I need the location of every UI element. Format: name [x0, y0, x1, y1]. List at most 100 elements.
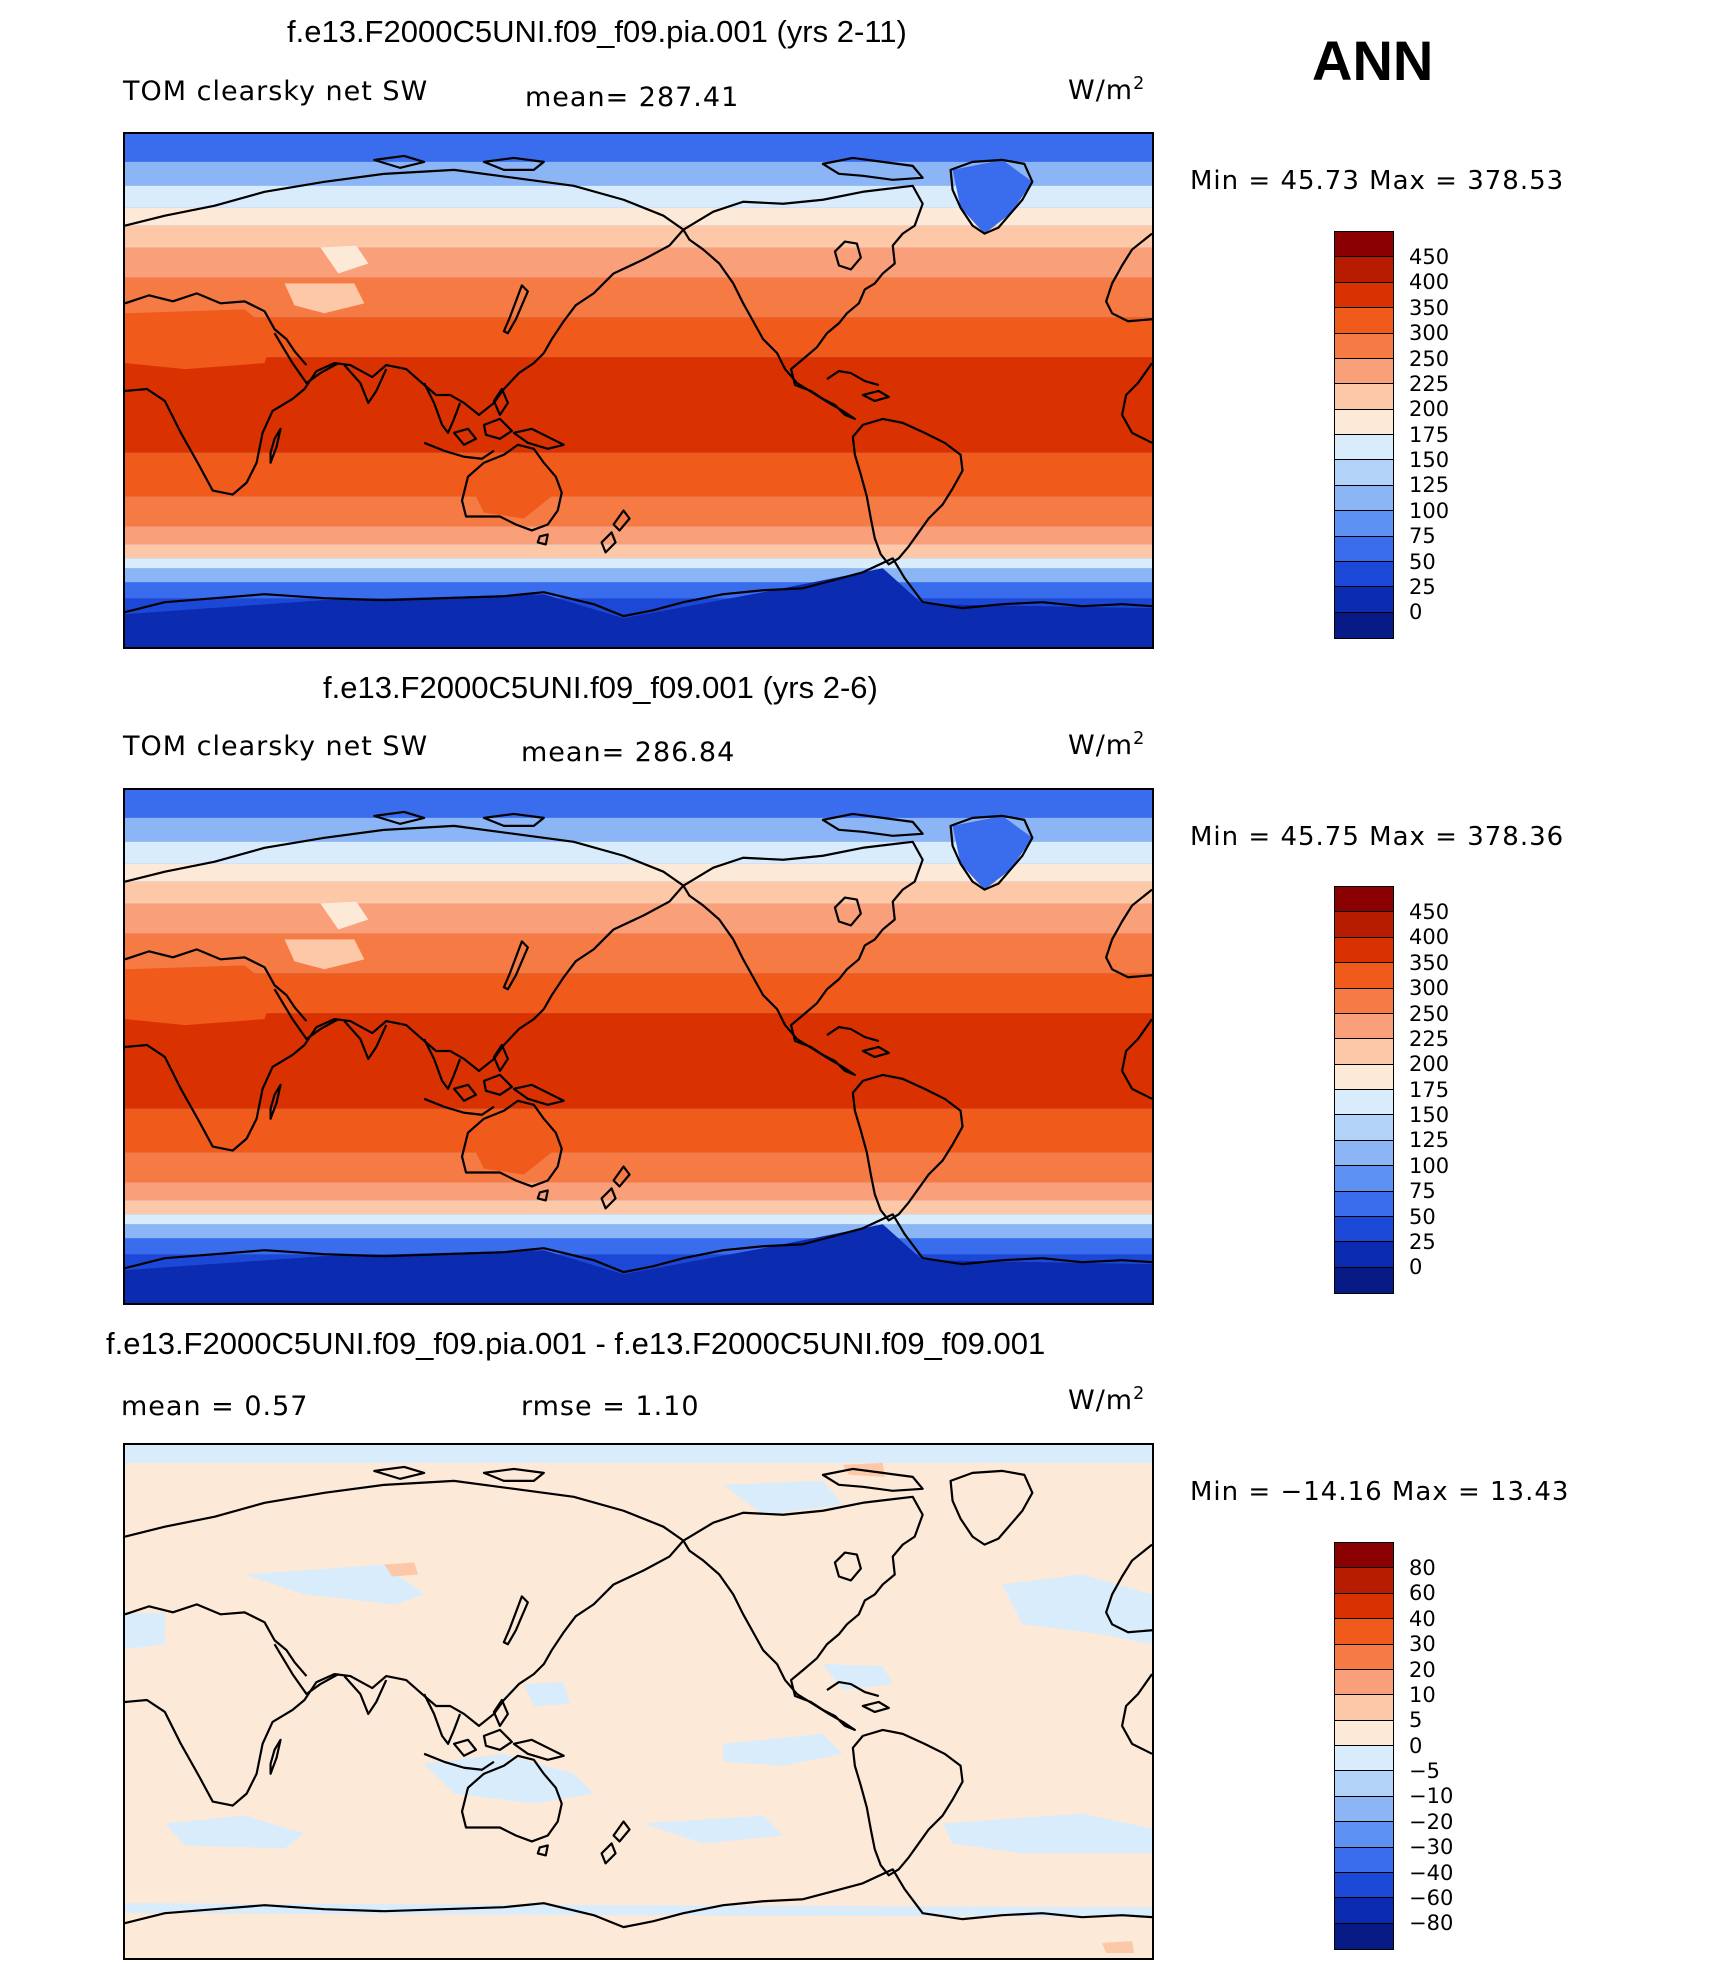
colorbar-tick-label: 50 [1409, 1204, 1436, 1229]
colorbar-swatch [1335, 1166, 1393, 1192]
colorbar-swatch [1335, 308, 1393, 334]
colorbar-swatch [1335, 1644, 1393, 1670]
panel-1-units: W/m2 [1068, 74, 1146, 106]
colorbar-tick-label: −20 [1409, 1809, 1454, 1834]
colorbar-swatch [1335, 435, 1393, 461]
colorbar-tick-label: 350 [1409, 295, 1450, 320]
colorbar-tick-label: 20 [1409, 1657, 1436, 1682]
colorbar-swatch [1335, 1872, 1393, 1899]
colorbar-tick-label: 80 [1409, 1556, 1436, 1580]
colorbar-swatch [1335, 485, 1393, 512]
colorbar-swatch [1335, 1039, 1393, 1065]
colorbar-swatch [1335, 1822, 1393, 1848]
colorbar-tick-label: 125 [1409, 1128, 1450, 1153]
colorbar-swatch [1335, 1923, 1393, 1949]
colorbar-tick-label: 125 [1409, 473, 1450, 498]
panel-1-title: f.e13.F2000C5UNI.f09_f09.pia.001 (yrs 2-… [287, 14, 907, 49]
panel-2-mean-label: mean= 286.84 [521, 737, 736, 768]
colorbar-swatch [1335, 587, 1393, 613]
colorbar-tick-label: 200 [1409, 1052, 1450, 1077]
colorbar-swatch [1335, 1090, 1393, 1116]
colorbar-swatch [1335, 1191, 1393, 1217]
colorbar-tick-label: −5 [1409, 1759, 1440, 1783]
colorbar-tick-label: 400 [1409, 270, 1450, 295]
colorbar-swatch [1335, 384, 1393, 410]
colorbar-tick-label: 100 [1409, 1153, 1450, 1178]
colorbar-tick-label: 150 [1409, 1103, 1450, 1127]
colorbar-tick-label: −10 [1409, 1784, 1454, 1809]
colorbar-swatch [1335, 1720, 1393, 1746]
colorbar-tick-label: 25 [1409, 1229, 1436, 1254]
colorbar-swatch [1335, 333, 1393, 359]
colorbar-swatch [1335, 460, 1393, 486]
colorbar-swatch [1335, 257, 1393, 283]
panel-1-variable-label: TOM clearsky net SW [123, 76, 429, 107]
season-label: ANN [1312, 29, 1434, 92]
colorbar-tick-label: 400 [1409, 925, 1450, 950]
colorbar-swatch [1335, 1242, 1393, 1268]
colorbar-swatch [1335, 536, 1393, 562]
colorbar-swatch [1335, 409, 1393, 435]
panel-2-title: f.e13.F2000C5UNI.f09_f09.001 (yrs 2-6) [323, 670, 878, 705]
panel-3-min-max: Min = −14.16 Max = 13.43 [1190, 1477, 1570, 1507]
colorbar-tick-label: 10 [1409, 1682, 1436, 1707]
colorbar-tick-label: −30 [1409, 1835, 1454, 1860]
colorbar-swatch [1335, 358, 1393, 385]
colorbar-swatch [1335, 1593, 1393, 1620]
panel-2-units: W/m2 [1068, 729, 1146, 761]
colorbar-tick-label: −80 [1409, 1911, 1454, 1936]
colorbar-tick-label: 60 [1409, 1581, 1436, 1606]
panel-1-mean-label: mean= 287.41 [525, 82, 740, 113]
colorbar-swatch [1335, 1216, 1393, 1243]
colorbar-tick-label: 75 [1409, 1179, 1436, 1204]
colorbar-tick-label: 0 [1409, 1255, 1423, 1280]
colorbar-swatch [1335, 1013, 1393, 1040]
colorbar-swatch [1335, 1669, 1393, 1696]
colorbar-tick-label: 75 [1409, 524, 1436, 549]
colorbar-swatch [1335, 1543, 1393, 1569]
panel-3-units: W/m2 [1068, 1384, 1146, 1416]
colorbar-swatch [1335, 1568, 1393, 1594]
colorbar-tick-label: 250 [1409, 1001, 1450, 1026]
colorbar-swatch [1335, 612, 1393, 638]
colorbar-tick-label: 0 [1409, 600, 1423, 625]
colorbar-tick-label: 250 [1409, 346, 1450, 371]
colorbar-tick-label: 300 [1409, 321, 1450, 346]
colorbar-swatch [1335, 1267, 1393, 1293]
panel-3-mean-label: mean = 0.57 [121, 1391, 309, 1422]
panel-3-rmse-label: rmse = 1.10 [521, 1391, 700, 1422]
colorbar-tick-label: 5 [1409, 1708, 1423, 1733]
panel-3-title: f.e13.F2000C5UNI.f09_f09.pia.001 - f.e13… [106, 1326, 1046, 1361]
panel-3-colorbar [1334, 1542, 1394, 1950]
colorbar-tick-label: 450 [1409, 900, 1450, 924]
colorbar-swatch [1335, 1140, 1393, 1167]
colorbar-tick-label: −60 [1409, 1885, 1454, 1910]
panel-2-map [123, 788, 1154, 1305]
colorbar-swatch [1335, 937, 1393, 964]
colorbar-swatch [1335, 1619, 1393, 1645]
colorbar-tick-label: 175 [1409, 1077, 1450, 1102]
colorbar-swatch [1335, 1898, 1393, 1924]
colorbar-swatch [1335, 511, 1393, 537]
colorbar-swatch [1335, 1115, 1393, 1141]
colorbar-tick-label: 100 [1409, 498, 1450, 523]
colorbar-swatch [1335, 988, 1393, 1014]
colorbar-tick-label: 150 [1409, 448, 1450, 472]
colorbar-swatch [1335, 887, 1393, 913]
colorbar-swatch [1335, 282, 1393, 309]
colorbar-tick-label: 225 [1409, 371, 1450, 396]
colorbar-tick-label: 50 [1409, 549, 1436, 574]
colorbar-tick-label: 25 [1409, 574, 1436, 599]
colorbar-swatch [1335, 912, 1393, 938]
colorbar-swatch [1335, 561, 1393, 588]
colorbar-tick-label: 175 [1409, 422, 1450, 447]
colorbar-tick-label: 450 [1409, 245, 1450, 269]
colorbar-tick-label: 40 [1409, 1606, 1436, 1631]
panel-3-map [123, 1443, 1154, 1960]
colorbar-swatch [1335, 1064, 1393, 1090]
colorbar-swatch [1335, 232, 1393, 258]
colorbar-swatch [1335, 1771, 1393, 1797]
colorbar-tick-label: 30 [1409, 1632, 1436, 1657]
panel-1-map [123, 132, 1154, 649]
panel-2-variable-label: TOM clearsky net SW [123, 731, 429, 762]
